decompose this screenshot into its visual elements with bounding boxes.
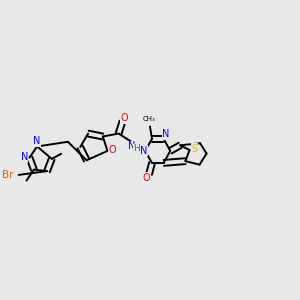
Text: N: N — [20, 152, 28, 162]
Text: N: N — [128, 141, 135, 151]
Text: CH₃: CH₃ — [143, 116, 156, 122]
Text: N: N — [33, 136, 40, 146]
Text: O: O — [108, 145, 116, 155]
Text: H: H — [134, 144, 140, 153]
Text: S: S — [192, 144, 198, 154]
Text: N: N — [140, 146, 148, 156]
Text: O: O — [121, 113, 128, 123]
Text: Br: Br — [2, 170, 14, 180]
Text: O: O — [142, 173, 150, 183]
Text: N: N — [162, 130, 170, 140]
